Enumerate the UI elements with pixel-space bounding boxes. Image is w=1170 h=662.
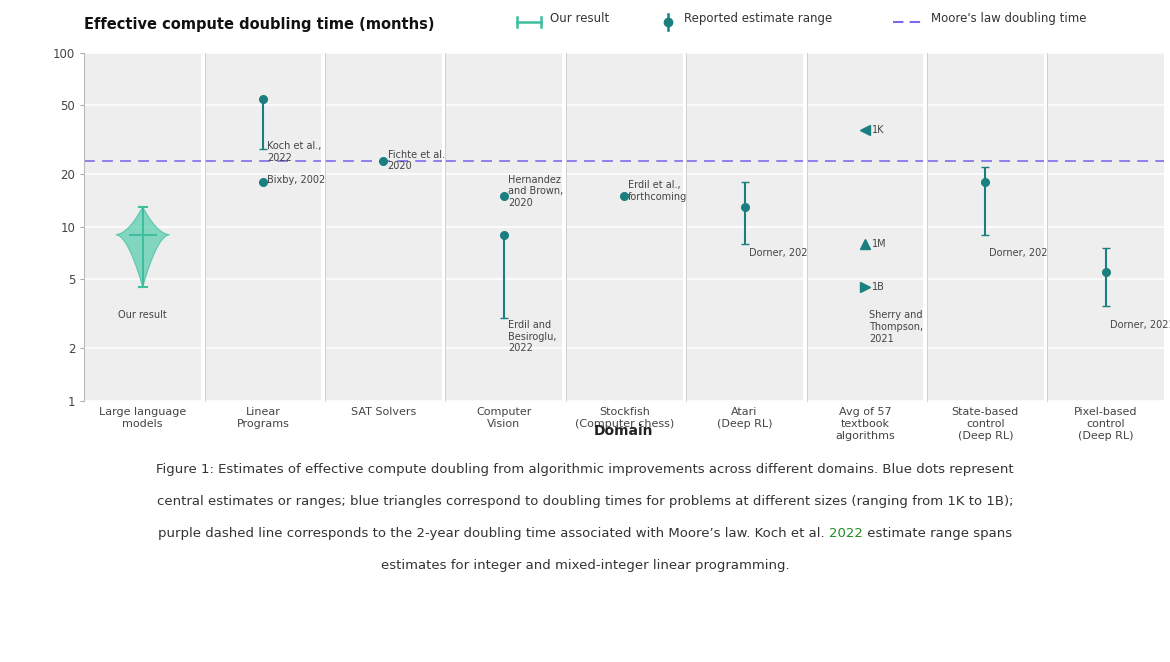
Text: 1B: 1B bbox=[872, 282, 885, 292]
Text: Erdil et al.,
forthcoming: Erdil et al., forthcoming bbox=[628, 181, 688, 202]
Text: Fichte et al.,
2020: Fichte et al., 2020 bbox=[387, 150, 448, 171]
Text: Our result: Our result bbox=[550, 12, 610, 25]
Text: Figure 1: Estimates of effective compute doubling from algorithmic improvements : Figure 1: Estimates of effective compute… bbox=[156, 463, 1014, 477]
X-axis label: Pixel-based
control
(Deep RL): Pixel-based control (Deep RL) bbox=[1074, 407, 1137, 441]
Text: Domain: Domain bbox=[594, 424, 653, 438]
Text: Sherry and
Thompson,
2021: Sherry and Thompson, 2021 bbox=[869, 310, 923, 344]
X-axis label: Stockfish
(Computer chess): Stockfish (Computer chess) bbox=[574, 407, 674, 429]
Text: Effective compute doubling time (months): Effective compute doubling time (months) bbox=[84, 17, 435, 32]
X-axis label: SAT Solvers: SAT Solvers bbox=[351, 407, 417, 418]
Text: estimate range spans: estimate range spans bbox=[862, 527, 1012, 540]
Text: 1K: 1K bbox=[872, 125, 885, 135]
X-axis label: Computer
Vision: Computer Vision bbox=[476, 407, 531, 429]
X-axis label: Large language
models: Large language models bbox=[99, 407, 186, 429]
Text: Koch et al.,
2022: Koch et al., 2022 bbox=[267, 142, 322, 163]
Text: 1M: 1M bbox=[872, 238, 887, 248]
Text: 2022: 2022 bbox=[828, 527, 862, 540]
X-axis label: Atari
(Deep RL): Atari (Deep RL) bbox=[717, 407, 772, 429]
Text: Bixby, 2002: Bixby, 2002 bbox=[267, 175, 325, 185]
Text: Dorner, 2021: Dorner, 2021 bbox=[1110, 320, 1170, 330]
Text: Dorner, 2021: Dorner, 2021 bbox=[990, 248, 1054, 258]
Text: Our result: Our result bbox=[118, 310, 167, 320]
Text: central estimates or ranges; blue triangles correspond to doubling times for pro: central estimates or ranges; blue triang… bbox=[157, 495, 1013, 508]
X-axis label: Avg of 57
textbook
algorithms: Avg of 57 textbook algorithms bbox=[835, 407, 895, 441]
Text: Dorner, 2021: Dorner, 2021 bbox=[749, 248, 813, 258]
Text: purple dashed line corresponds to the 2-year doubling time associated with Moore: purple dashed line corresponds to the 2-… bbox=[158, 527, 828, 540]
Text: Erdil and
Besiroglu,
2022: Erdil and Besiroglu, 2022 bbox=[508, 320, 557, 354]
Text: Reported estimate range: Reported estimate range bbox=[684, 12, 833, 25]
Text: Moore's law doubling time: Moore's law doubling time bbox=[931, 12, 1087, 25]
X-axis label: Linear
Programs: Linear Programs bbox=[236, 407, 289, 429]
Text: Hernandez
and Brown,
2020: Hernandez and Brown, 2020 bbox=[508, 175, 563, 208]
X-axis label: State-based
control
(Deep RL): State-based control (Deep RL) bbox=[951, 407, 1019, 441]
Polygon shape bbox=[116, 207, 170, 287]
Text: estimates for integer and mixed-integer linear programming.: estimates for integer and mixed-integer … bbox=[380, 559, 790, 572]
